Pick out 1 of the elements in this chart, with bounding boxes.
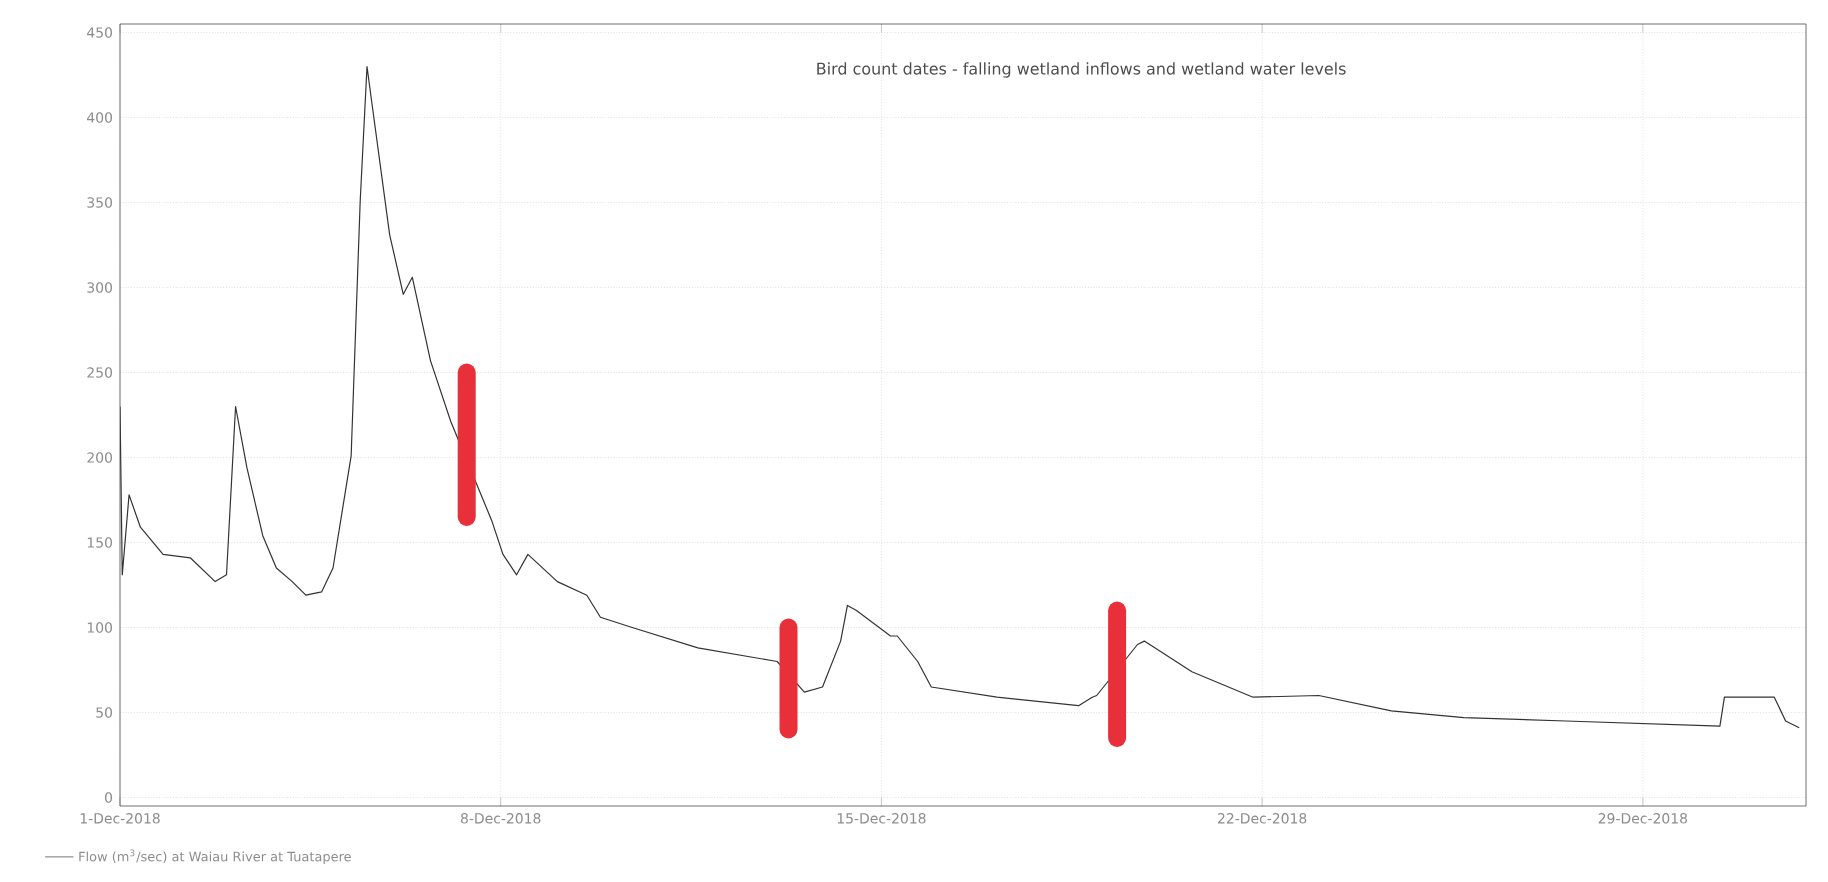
line-series xyxy=(120,65,1800,729)
